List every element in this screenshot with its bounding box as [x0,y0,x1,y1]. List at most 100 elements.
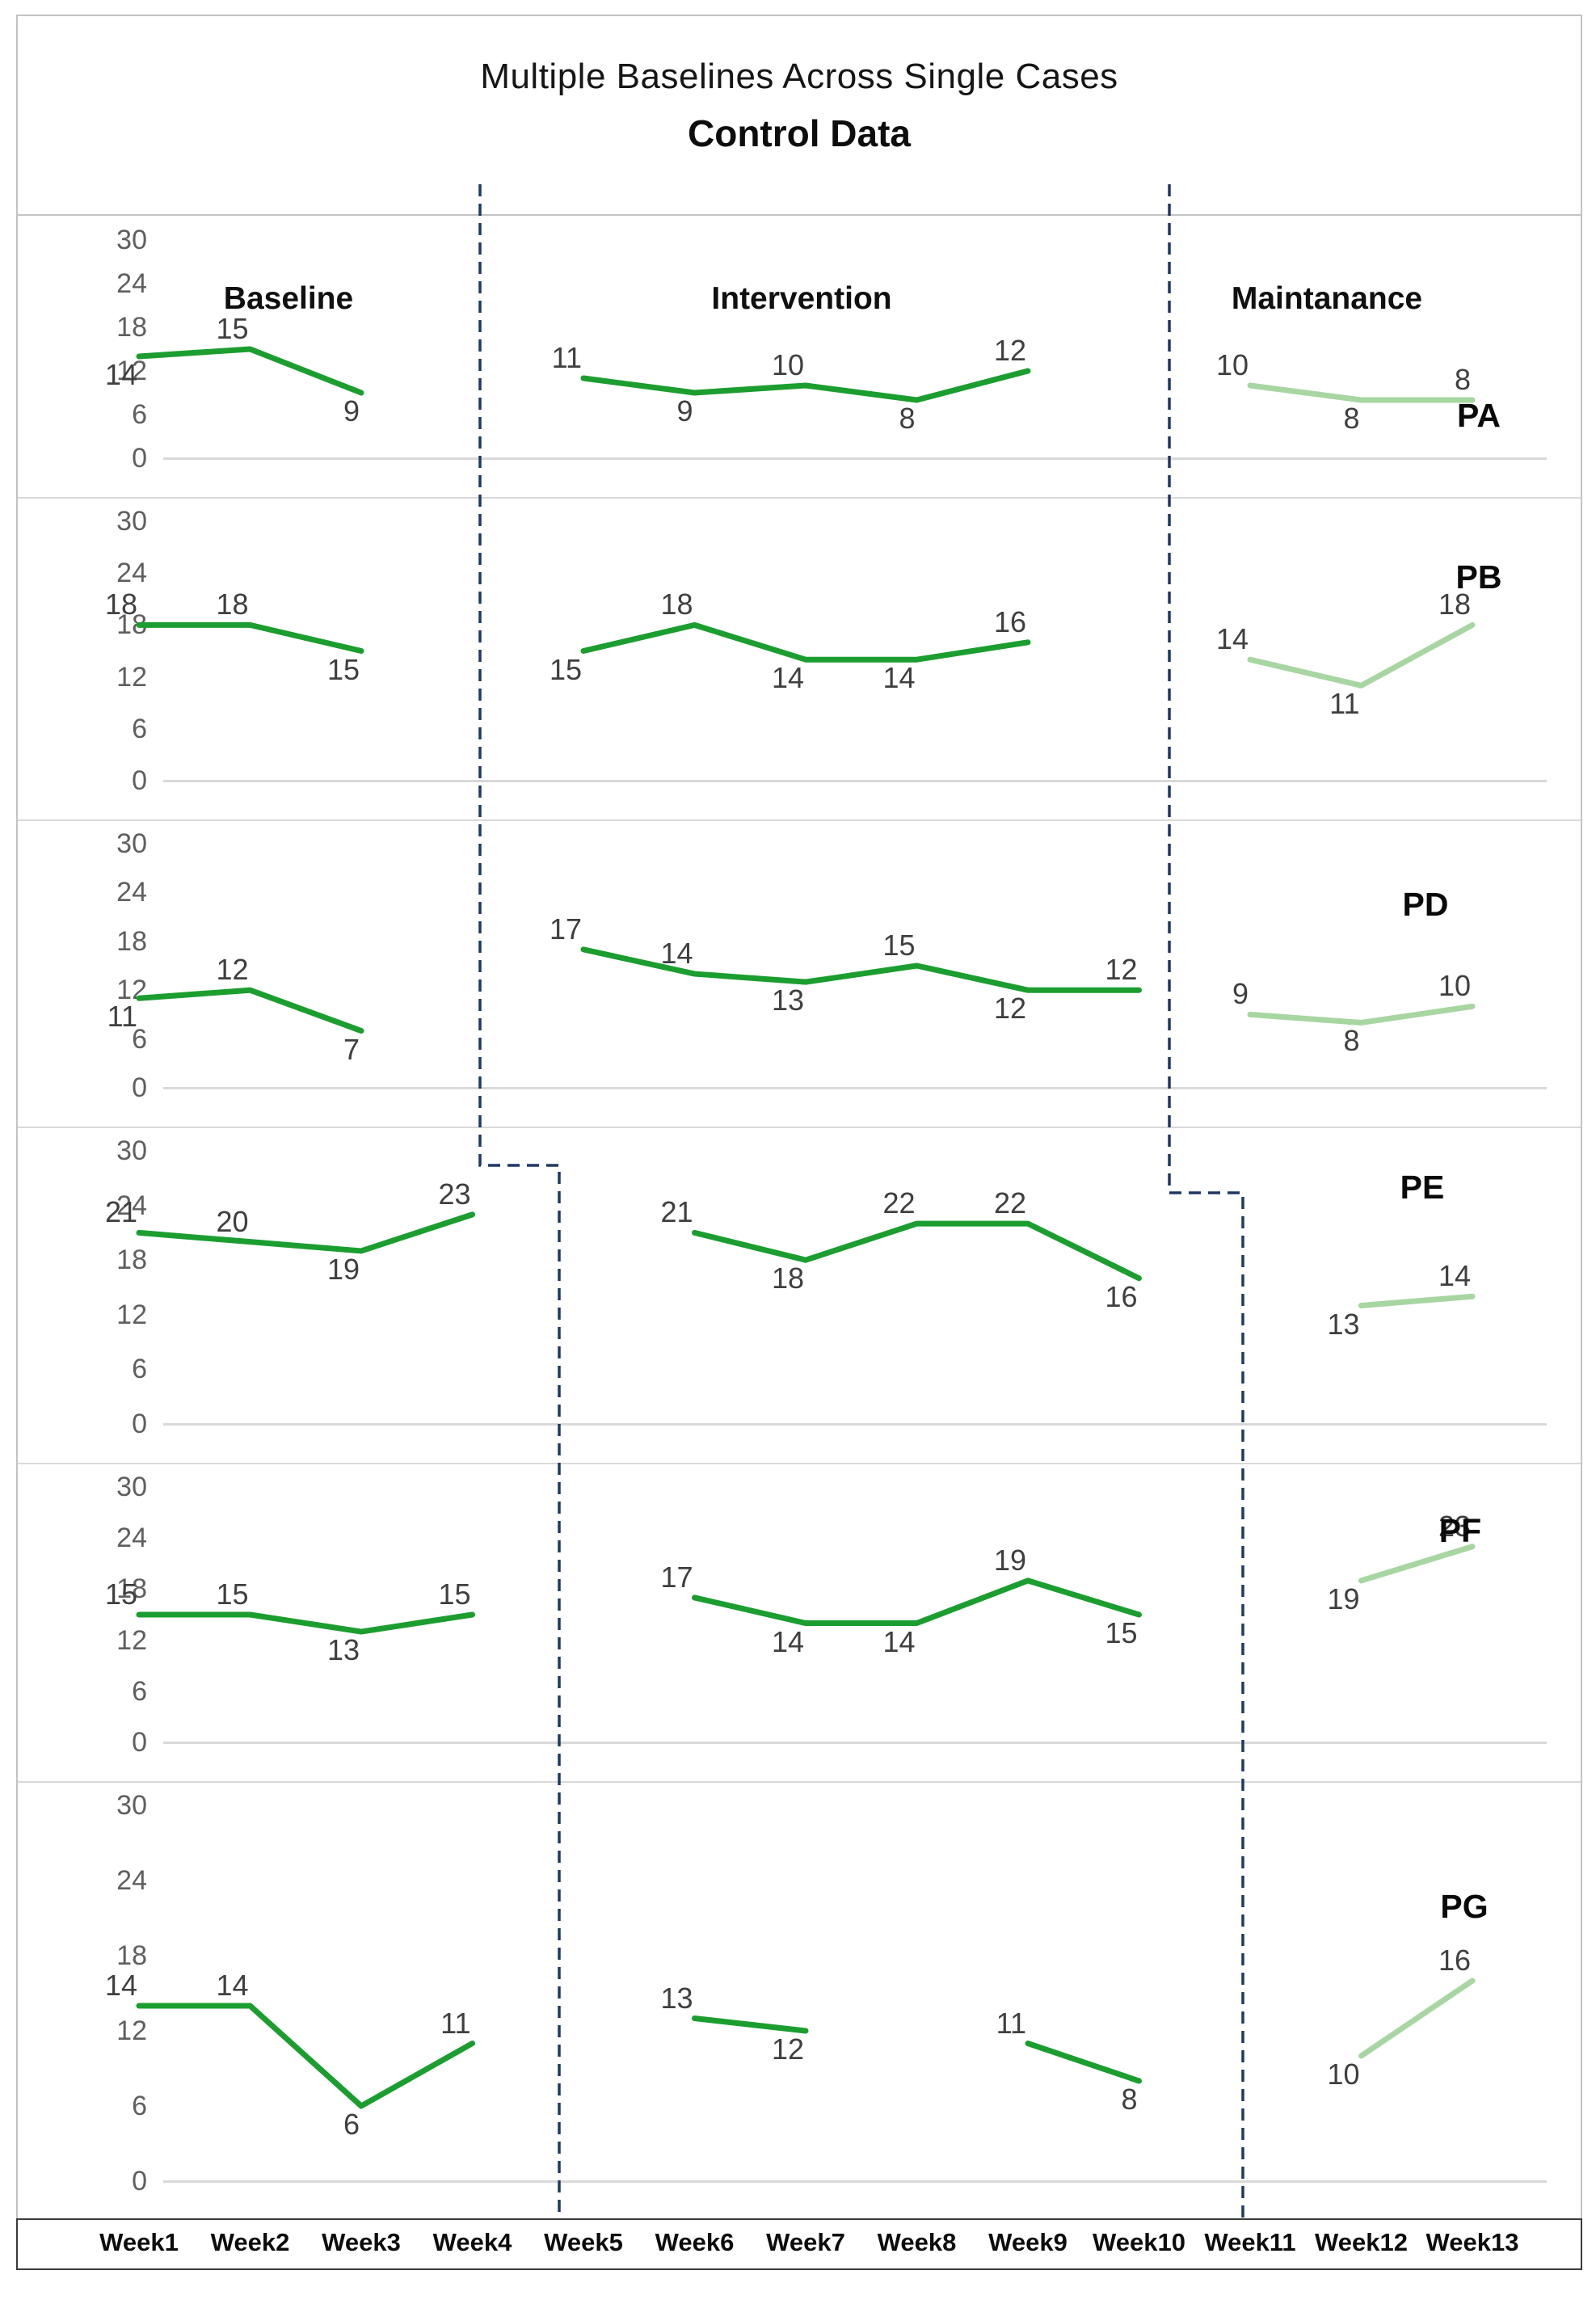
panel-PA: 30 24 18 12 6 0 14 15 9 11 9 10 8 12 10 8 8 PA Baseline Int… [18,216,1581,497]
data-point-label: 10 [771,348,804,381]
data-point-label: 14 [660,937,693,971]
data-point-label: 15 [216,312,249,345]
y-tick-label: 6 [132,1675,147,1707]
panel-PA-lines [136,346,1476,403]
y-tick-label: 24 [116,1523,147,1554]
y-tick-label: 6 [132,399,147,430]
data-point-label: 15 [216,1577,249,1611]
panel-PF: 30 24 18 12 6 0 15 15 13 15 17 14 14 19 15 19 23 PF [18,1463,1581,1781]
week-label-4: Week4 [432,2228,512,2256]
panel-separator [18,497,1581,499]
data-point-label: 23 [438,1177,471,1211]
series-line-intervention [580,368,1031,403]
data-point-label: 14 [771,1624,804,1658]
data-point-label: 16 [1438,1944,1471,1977]
data-point-label: 16 [993,604,1026,638]
case-label-PF: PF [1438,1512,1482,1549]
data-point-label: 8 [899,402,916,435]
data-point-label: 14 [104,358,137,391]
week-label-3: Week3 [322,2228,401,2256]
panel-PE-lines [136,1211,1476,1309]
data-point-label: 9 [1232,977,1249,1011]
data-point-label: 14 [882,661,916,695]
case-label-PG: PG [1440,1888,1489,1925]
y-tick-label: 30 [116,1790,147,1821]
week-label-5: Week5 [544,2228,623,2256]
y-tick-label: 12 [116,1624,147,1656]
series-line-maintanance [1358,1978,1476,2059]
data-point-label: 13 [771,984,804,1017]
panel-PB: 30 24 18 12 6 0 18 18 15 15 18 14 14 16 14 11 18 PB [18,497,1581,819]
panel-PD: 30 24 18 12 6 0 11 12 7 17 14 13 15 12 12 9 8 10 PD [18,819,1581,1127]
y-tick-label: 24 [116,877,147,908]
data-point-label: 13 [1327,1307,1360,1341]
data-point-label: 15 [326,652,360,686]
panel-PE: 30 24 18 12 6 0 21 20 19 23 21 18 22 22 16 13 14 PE [18,1127,1581,1463]
week-label-6: Week6 [655,2228,735,2256]
data-point-label: 7 [343,1032,360,1066]
chart-title-box: Multiple Baselines Across Single Cases C… [16,15,1582,216]
zero-gridline [163,457,1547,460]
data-point-label: 18 [660,588,693,621]
data-point-label: 11 [440,2006,471,2040]
series-line-intervention [580,621,1031,663]
y-tick-label: 12 [116,661,147,693]
y-tick-label: 18 [116,312,147,343]
y-tick-label: 12 [116,356,147,386]
week-label-8: Week8 [877,2228,957,2256]
data-point-label: 14 [1438,1259,1471,1293]
x-axis-week-strip: Week1 Week2 Week3 Week4 Week5 Week6 Week7 Week8… [16,2218,1582,2270]
y-tick-label: 12 [116,1299,147,1330]
data-point-label: 12 [993,334,1026,367]
data-point-label: 10 [1215,348,1249,381]
data-point-label: 14 [104,1969,137,2002]
panel-separator [18,1781,1581,1783]
data-point-label: 14 [1215,622,1249,656]
zero-gridline [163,1742,1547,1744]
zero-gridline [163,1087,1547,1089]
series-line-intervention [692,2015,809,2034]
y-tick-label: 0 [132,1072,147,1103]
y-tick-label: 0 [132,443,147,474]
y-tick-label: 30 [116,225,147,255]
phase-label-intervention: Intervention [711,281,892,316]
data-point-label: 18 [216,588,249,621]
data-point-label: 18 [771,1262,804,1295]
series-line-baseline [136,621,364,654]
panel-separator [18,1127,1581,1128]
week-label-11: Week11 [1204,2228,1296,2256]
y-tick-label: 6 [132,713,147,744]
data-point-label: 22 [993,1186,1026,1220]
series-line-maintanance [1247,382,1476,403]
case-label-PB: PB [1455,558,1502,596]
y-tick-label: 24 [116,558,147,589]
week-label-9: Week9 [988,2228,1068,2256]
data-point-label: 22 [882,1186,916,1220]
series-line-baseline [136,1211,475,1254]
data-point-label: 23 [1438,1509,1471,1543]
panel-PG: 30 24 18 12 6 0 14 14 6 11 13 12 11 8 10 16 PG [18,1781,1581,2220]
data-point-label: 11 [551,341,582,374]
y-tick-label: 0 [132,765,147,796]
chart-subtitle: Control Data [688,112,911,154]
data-point-label: 9 [676,394,693,428]
data-point-label: 17 [660,1560,693,1594]
data-point-label: 10 [1438,969,1471,1003]
week-label-7: Week7 [766,2228,845,2256]
week-label-12: Week12 [1315,2228,1408,2256]
y-tick-label: 30 [116,1135,147,1166]
data-point-label: 13 [660,1981,693,2015]
y-tick-label: 0 [132,1409,147,1439]
data-point-label: 18 [104,588,137,621]
case-label-PD: PD [1402,886,1449,923]
series-line-maintanance [1358,1544,1476,1584]
y-tick-label: 12 [116,2015,147,2046]
y-tick-label: 30 [116,506,147,537]
data-point-label: 15 [882,929,916,962]
series-line-intervention [1025,2041,1142,2084]
week-label-13: Week13 [1425,2228,1519,2256]
phase-label-maintanance: Maintanance [1231,281,1423,316]
data-point-label: 17 [549,912,582,946]
series-line-baseline [136,346,364,396]
